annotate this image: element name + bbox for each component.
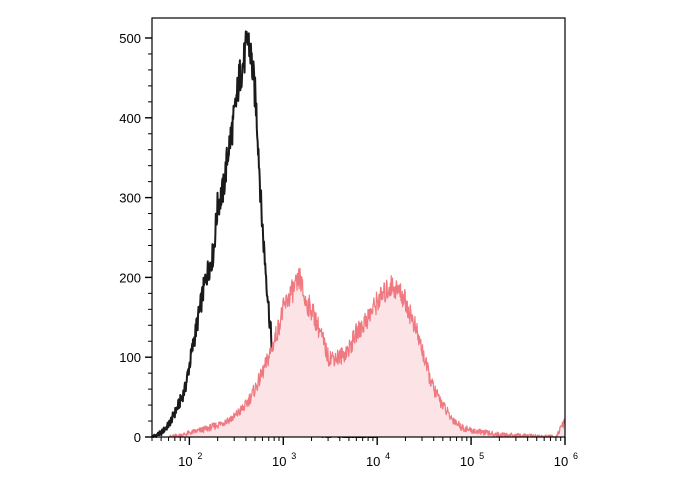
x-tick-exponent: 3 xyxy=(291,451,296,461)
series-2-outline xyxy=(168,267,566,438)
x-tick-exponent: 5 xyxy=(479,451,484,461)
x-tick-label: 10 xyxy=(554,454,568,469)
x-tick-exponent: 2 xyxy=(197,451,202,461)
y-tick-label: 200 xyxy=(119,270,141,285)
x-tick-label: 10 xyxy=(272,454,286,469)
y-axis: 0 100 200 300 400 500 xyxy=(119,31,152,445)
x-tick-label: 10 xyxy=(366,454,380,469)
series-2-fill xyxy=(168,268,565,437)
y-tick-label: 0 xyxy=(134,430,141,445)
y-tick-label: 100 xyxy=(119,350,141,365)
x-tick-label: 10 xyxy=(178,454,192,469)
y-tick-label: 400 xyxy=(119,111,141,126)
plot-frame xyxy=(151,17,566,438)
x-tick-label: 10 xyxy=(460,454,474,469)
y-tick-label: 300 xyxy=(119,191,141,206)
x-tick-exponent: 4 xyxy=(385,451,390,461)
series-layer xyxy=(151,30,566,438)
x-axis: 10 2 10 3 10 4 10 5 10 6 xyxy=(151,437,578,469)
x-tick-exponent: 6 xyxy=(573,451,578,461)
y-tick-label: 500 xyxy=(119,31,141,46)
